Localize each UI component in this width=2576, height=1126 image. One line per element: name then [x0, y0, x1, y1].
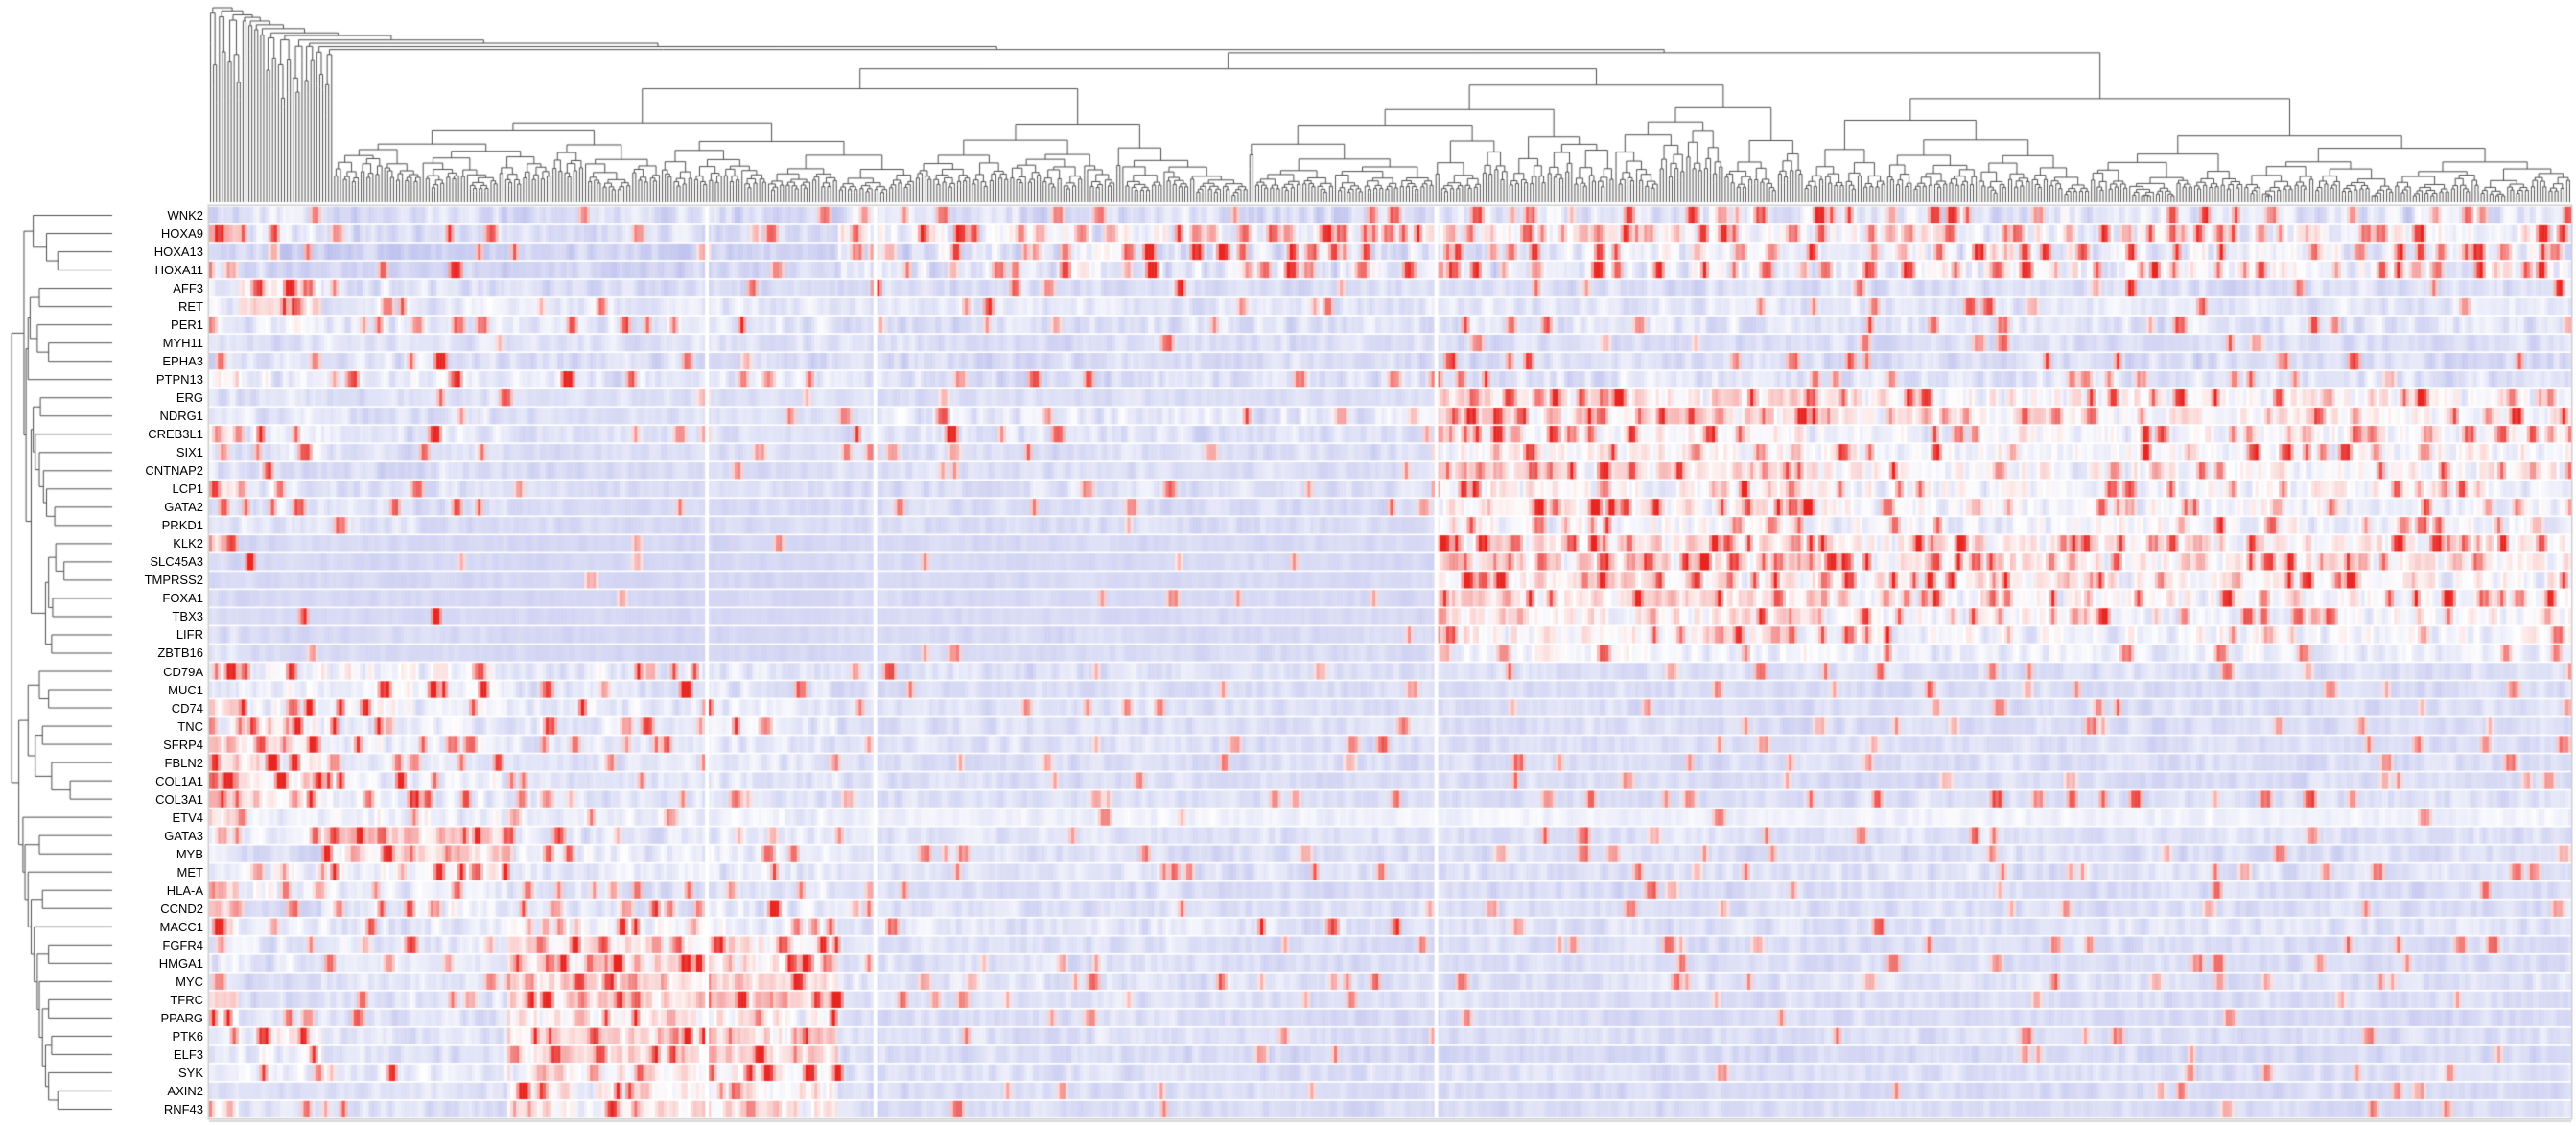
heatmap-dendrogram-canvas	[0, 0, 2576, 1126]
clustered-heatmap: WNK2 HOXA9 HOXA13 HOXA11 AFF3 RET PER1 MYH11 EPH…	[0, 0, 2576, 1126]
